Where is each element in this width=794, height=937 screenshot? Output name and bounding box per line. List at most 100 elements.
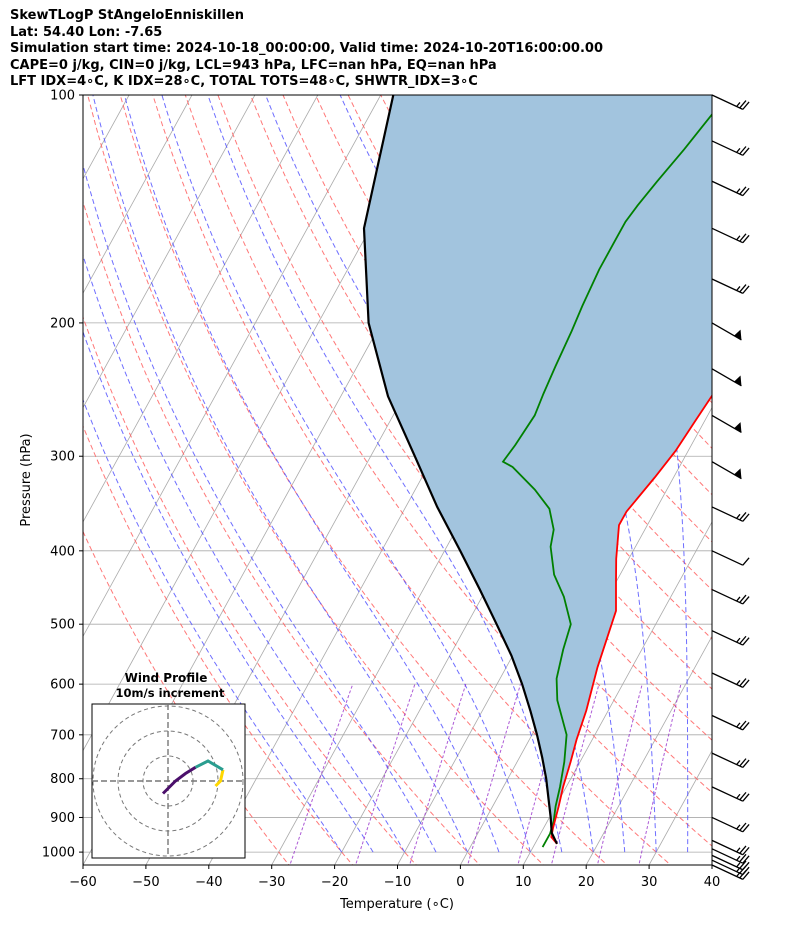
mixing-ratio-line (467, 683, 521, 865)
wind-barb (711, 816, 750, 833)
wind-barb-full (739, 865, 747, 874)
wind-barb-half (736, 847, 741, 853)
x-tick-label: −10 (384, 875, 411, 890)
wind-barb (711, 506, 750, 522)
wind-barb (711, 630, 750, 646)
wind-barb-full (739, 594, 747, 603)
wind-barb-half (736, 824, 741, 830)
wind-barb-full (742, 824, 750, 833)
wind-barb-full (739, 233, 747, 242)
wind-barb (711, 278, 750, 294)
y-tick-label: 400 (50, 544, 75, 559)
dry-adiabat-line (83, 530, 290, 865)
hodograph-trace (194, 759, 224, 772)
wind-barb-full (742, 557, 750, 566)
wind-barb-half (736, 188, 741, 194)
isotherm-line (585, 635, 712, 865)
dry-adiabat-line (83, 315, 417, 865)
wind-barb (711, 752, 750, 769)
y-tick-label: 1000 (42, 846, 75, 861)
x-tick-label: 10 (515, 875, 532, 890)
wind-barb-full (739, 758, 747, 767)
chart-title-station: SkewTLogP StAngeloEnniskillen (10, 8, 244, 23)
y-axis-label: Pressure (hPa) (19, 433, 34, 526)
wind-barb-full (742, 855, 750, 864)
dry-adiabat-line (83, 200, 481, 865)
dewpoint-line (501, 112, 712, 848)
isotherm-line (83, 95, 193, 295)
chart-title-location: Lat: 54.40 Lon: -7.65 (10, 24, 163, 40)
wind-barb (711, 714, 750, 731)
wind-barb (711, 94, 750, 110)
chart-header: SkewTLogP StAngeloEnniskillen Lat: 54.40… (10, 8, 603, 91)
wind-barb-half (736, 513, 741, 519)
mixing-ratio-line (355, 683, 416, 865)
moist-adiabat-line (83, 253, 406, 853)
wind-barb-half (736, 872, 741, 877)
axes: −60 −50 −40 −30 −20 −10 0 10 20 30 40 100 200 300 400 5… (42, 89, 720, 891)
wind-barb-staff (711, 854, 744, 871)
wind-barb-staff (711, 180, 744, 197)
moist-adiabat-line (83, 398, 343, 853)
x-tick-label: 0 (456, 875, 464, 890)
moist-adiabat-line (207, 95, 563, 853)
wind-barb-full (742, 234, 750, 244)
y-tick-label: 700 (50, 728, 75, 743)
wind-barb-full (739, 186, 747, 195)
wind-barb (711, 227, 750, 244)
wind-barb-full (742, 187, 750, 197)
wind-barb-full (742, 147, 750, 156)
wind-barb-full (739, 853, 747, 863)
parcel-line (362, 95, 558, 845)
y-tick-label: 800 (50, 772, 75, 787)
wind-barb (711, 180, 750, 197)
wind-barb-full (739, 635, 747, 645)
isotherm-line (83, 95, 382, 638)
wind-barb-staff (711, 461, 742, 480)
y-tick-label: 300 (50, 450, 75, 465)
x-axis-label: Temperature (∘C) (339, 897, 454, 912)
wind-barb-staff (711, 848, 744, 864)
hodograph-title: Wind Profile (125, 671, 208, 685)
dry-adiabat-line (152, 95, 672, 865)
wind-barb-flag (734, 422, 742, 433)
wind-barb-full (742, 285, 750, 294)
wind-barb-full (742, 759, 750, 768)
wind-barb-full (739, 146, 747, 155)
cin-shading (364, 95, 712, 844)
mixing-ratio-line (638, 683, 682, 865)
wind-barb-half (736, 722, 741, 728)
moist-adiabat-line (438, 95, 657, 853)
wind-barb-staff (711, 550, 744, 566)
y-tick-label: 200 (50, 316, 75, 331)
chart-title-times: Simulation start time: 2024-10-18_00:00:… (10, 41, 603, 56)
x-tick-label: −30 (258, 875, 285, 890)
moist-adiabat-line (83, 163, 437, 853)
wind-barb-full (739, 870, 747, 879)
y-tick-label: 900 (50, 811, 75, 826)
wind-barb-full (742, 846, 750, 856)
x-tick-label: −40 (195, 875, 222, 890)
wind-barb-half (736, 862, 741, 868)
wind-barb-half (736, 147, 741, 153)
wind-barb-full (739, 512, 747, 521)
wind-barb-full (742, 596, 750, 605)
wind-barb-half (736, 286, 741, 291)
wind-barb-full (742, 101, 750, 110)
wind-barb-full (739, 791, 747, 801)
mixing-ratio-line (596, 683, 643, 865)
chart-title-cape: CAPE=0 j/kg, CIN=0 j/kg, LCL=943 hPa, LF… (10, 57, 497, 73)
wind-barb-staff (711, 227, 744, 244)
dry-adiabat-line (184, 95, 712, 847)
y-tick-label: 100 (50, 89, 75, 104)
isotherm-line (83, 95, 256, 409)
wind-barb-full (742, 513, 750, 522)
mixing-ratio-line (289, 683, 354, 865)
moist-adiabat-line (83, 330, 374, 853)
wind-barb (711, 322, 742, 341)
wind-barb-full (742, 871, 750, 880)
wind-barb (711, 588, 750, 605)
wind-barb-full (739, 720, 747, 729)
wind-barb-staff (711, 94, 744, 110)
